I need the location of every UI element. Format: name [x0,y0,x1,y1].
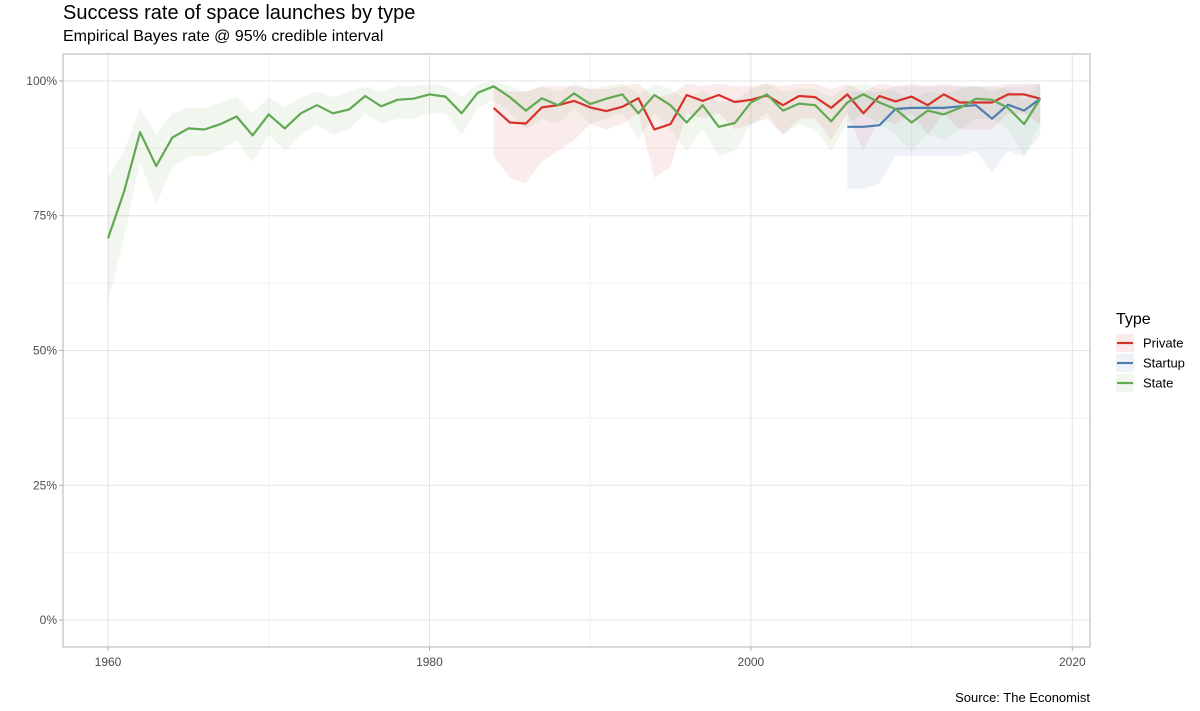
grid-lines [63,54,1090,647]
y-tick-label: 0% [40,613,58,627]
chart-caption: Source: The Economist [955,690,1090,705]
legend: Type Private Startup State [1116,311,1185,392]
axis-ticks: 0% 25% 50% 75% 100% 1960 1980 2000 2020 [26,74,1086,669]
state-credible-band [108,81,1041,302]
y-tick-label: 100% [26,74,57,88]
chart-title: Success rate of space launches by type [63,2,416,24]
y-tick-label: 50% [33,344,57,358]
x-tick-label: 2020 [1059,655,1086,669]
legend-label-startup: Startup [1143,356,1185,371]
legend-label-state: State [1143,376,1173,391]
x-tick-label: 1960 [95,655,122,669]
credible-interval-bands [108,81,1041,302]
legend-title: Type [1116,311,1151,328]
chart-subtitle: Empirical Bayes rate @ 95% credible inte… [63,28,384,45]
startup-series-line [847,97,1041,128]
series-lines [106,85,1042,239]
x-tick-label: 1980 [416,655,443,669]
x-tick-label: 2000 [738,655,765,669]
state-series-line [106,85,1042,239]
y-tick-label: 25% [33,478,57,492]
y-tick-label: 75% [33,209,57,223]
legend-label-private: Private [1143,336,1183,351]
